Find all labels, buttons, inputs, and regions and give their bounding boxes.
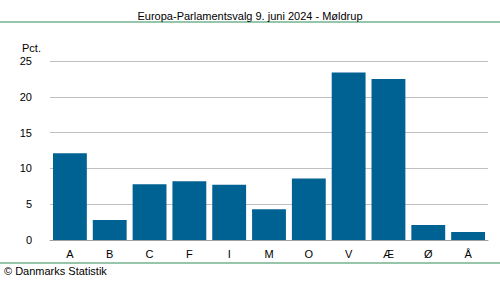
svg-text:5: 5	[26, 198, 32, 210]
svg-text:10: 10	[20, 162, 32, 174]
svg-text:I: I	[228, 248, 231, 260]
svg-text:M: M	[264, 248, 273, 260]
svg-text:© Danmarks Statistik: © Danmarks Statistik	[4, 265, 107, 277]
svg-text:20: 20	[20, 91, 32, 103]
svg-text:Æ: Æ	[383, 248, 394, 260]
svg-text:25: 25	[20, 55, 32, 67]
svg-text:A: A	[66, 248, 74, 260]
svg-text:V: V	[345, 248, 353, 260]
svg-text:Ø: Ø	[424, 248, 433, 260]
svg-text:Å: Å	[464, 248, 472, 260]
svg-text:Pct.: Pct.	[22, 42, 41, 54]
svg-text:15: 15	[20, 127, 32, 139]
svg-text:Europa-Parlamentsvalg 9. juni: Europa-Parlamentsvalg 9. juni 2024 - Møl…	[137, 10, 362, 22]
svg-text:0: 0	[26, 234, 32, 246]
svg-text:B: B	[106, 248, 113, 260]
svg-text:O: O	[305, 248, 314, 260]
svg-text:C: C	[146, 248, 154, 260]
svg-text:F: F	[186, 248, 193, 260]
